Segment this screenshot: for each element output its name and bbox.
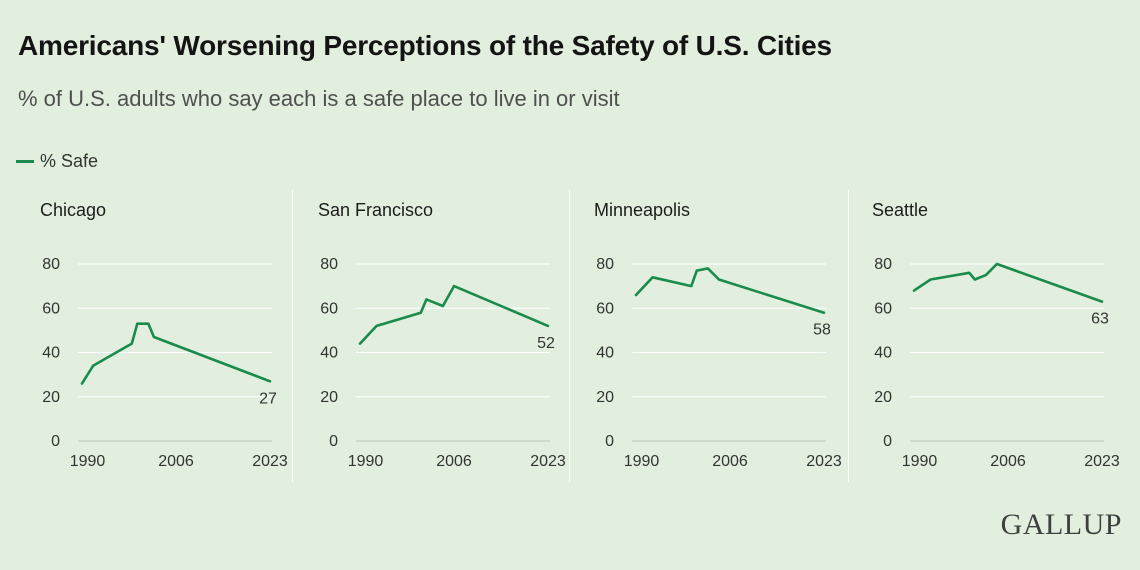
x-tick-label: 1990: [624, 453, 660, 470]
y-tick-label: 40: [874, 345, 892, 362]
y-tick-label: 40: [320, 345, 338, 362]
line-chart-chicago: 0 20 40 60 80 1990 2006 2023 27: [42, 256, 288, 470]
x-tick-label: 2023: [530, 453, 566, 470]
legend-label: % Safe: [40, 151, 99, 171]
y-tick-label: 20: [596, 389, 614, 406]
series-line: [80, 322, 272, 385]
line-chart-seattle: 0 20 40 60 80 1990 2006 2023 63: [874, 256, 1120, 470]
y-tick-label: 80: [320, 256, 338, 273]
x-tick-label: 1990: [348, 453, 384, 470]
y-tick-label: 60: [42, 300, 60, 317]
panel-chicago: Chicago 0 20 40 60 80 1990 2006 2023 27: [40, 190, 310, 490]
y-tick-label: 0: [329, 433, 338, 450]
y-tick-label: 40: [42, 345, 60, 362]
y-tick-label: 20: [42, 389, 60, 406]
y-tick-label: 20: [874, 389, 892, 406]
panel-divider: [848, 190, 849, 482]
panel-title: Chicago: [40, 200, 107, 220]
panel-seattle: Seattle 0 20 40 60 80 1990 2006 2023 63: [872, 190, 1140, 490]
x-tick-label: 2006: [158, 453, 194, 470]
x-tick-label: 2006: [712, 453, 748, 470]
y-tick-label: 60: [320, 300, 338, 317]
panel-minneapolis: Minneapolis 0 20 40 60 80 1990 2006 2023 58: [594, 190, 864, 490]
y-tick-label: 80: [596, 256, 614, 273]
x-tick-label: 1990: [902, 453, 938, 470]
x-tick-label: 2006: [436, 453, 472, 470]
x-tick-label: 2006: [990, 453, 1026, 470]
gallup-logo: GALLUP: [1000, 508, 1122, 541]
data-label: 63: [1091, 311, 1109, 328]
panel-title: Seattle: [872, 200, 929, 220]
x-tick-label: 1990: [70, 453, 106, 470]
y-tick-label: 60: [596, 300, 614, 317]
data-label: 27: [259, 390, 277, 407]
series-line: [912, 262, 1104, 303]
y-tick-label: 0: [51, 433, 60, 450]
panel-san-francisco: San Francisco 0 20 40 60 80 1990 2006 2023 52: [318, 190, 588, 490]
y-tick-label: 0: [605, 433, 614, 450]
panel-title: Minneapolis: [594, 200, 691, 220]
legend-swatch: [16, 160, 34, 163]
series-line: [634, 267, 826, 314]
x-tick-label: 2023: [252, 453, 288, 470]
data-label: 58: [813, 322, 831, 339]
y-tick-label: 60: [874, 300, 892, 317]
panel-title: San Francisco: [318, 200, 434, 220]
panel-divider: [292, 190, 293, 482]
x-tick-label: 2023: [806, 453, 842, 470]
y-tick-label: 20: [320, 389, 338, 406]
chart-title: Americans' Worsening Perceptions of the …: [18, 30, 832, 61]
line-chart-minneapolis: 0 20 40 60 80 1990 2006 2023 58: [596, 256, 842, 470]
data-label: 52: [537, 335, 555, 352]
series-line: [358, 284, 550, 345]
line-chart-san-francisco: 0 20 40 60 80 1990 2006 2023 52: [320, 256, 566, 470]
panel-divider: [569, 190, 570, 482]
y-tick-label: 0: [883, 433, 892, 450]
y-tick-label: 40: [596, 345, 614, 362]
chart-subtitle: % of U.S. adults who say each is a safe …: [18, 86, 620, 111]
x-tick-label: 2023: [1084, 453, 1120, 470]
y-tick-label: 80: [874, 256, 892, 273]
legend: % Safe: [16, 151, 98, 172]
y-tick-label: 80: [42, 256, 60, 273]
